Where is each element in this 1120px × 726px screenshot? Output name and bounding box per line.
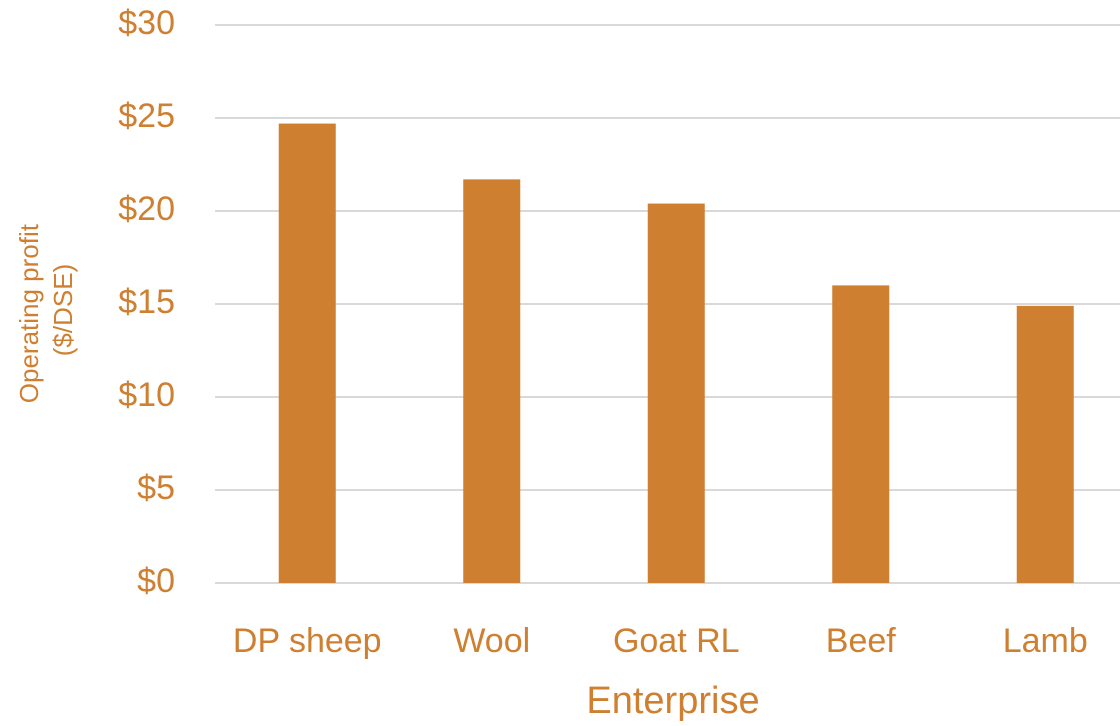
- y-tick-label: $5: [137, 469, 175, 507]
- y-tick-label: $30: [118, 4, 175, 42]
- x-axis-title: Enterprise: [586, 680, 759, 722]
- bar-wool: [463, 179, 521, 583]
- x-tick-label: Wool: [453, 622, 530, 660]
- x-tick-label: Lamb: [1003, 622, 1088, 660]
- y-tick-label: $0: [137, 562, 175, 600]
- y-tick-label: $10: [118, 376, 175, 414]
- bar-dp-sheep: [278, 123, 336, 583]
- x-tick-label: Beef: [826, 622, 896, 660]
- bar-beef: [832, 285, 890, 583]
- y-tick-label: $25: [118, 97, 175, 135]
- bars: [278, 123, 1074, 583]
- y-axis-title: Operating profit ($/DSE): [14, 217, 78, 403]
- x-tick-label: Goat RL: [613, 622, 740, 660]
- y-tick-label: $20: [118, 190, 175, 228]
- y-axis-tick-labels: $0 $5 $10 $15 $20 $25 $30: [118, 4, 175, 600]
- bar-goat-rl: [647, 203, 705, 583]
- x-tick-label: DP sheep: [233, 622, 382, 660]
- x-axis-tick-labels: DP sheep Wool Goat RL Beef Lamb: [233, 622, 1088, 660]
- y-axis-title-line-2: ($/DSE): [48, 264, 78, 356]
- y-tick-label: $15: [118, 283, 175, 321]
- y-axis-title-line-1: Operating profit: [14, 223, 44, 403]
- bar-lamb: [1016, 305, 1074, 583]
